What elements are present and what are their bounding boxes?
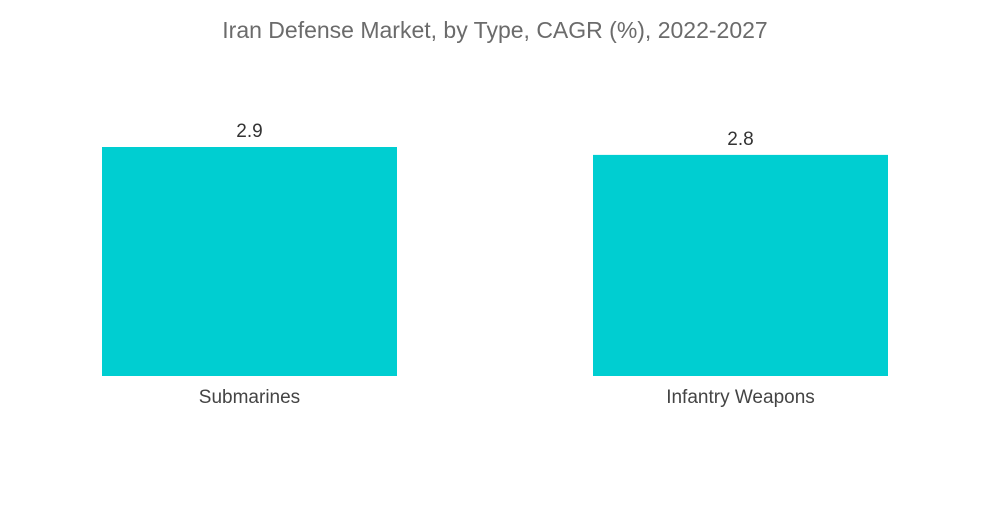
bar-infantry-weapons: [593, 154, 888, 376]
data-label-submarines: 2.9: [236, 121, 262, 142]
data-label-infantry-weapons: 2.8: [727, 129, 753, 150]
x-tick-label-submarines: Submarines: [199, 387, 300, 408]
x-axis-ticks-group: Submarines Infantry Weapons: [199, 387, 815, 408]
data-labels-group: 2.9 2.8: [236, 121, 753, 150]
bars-group: [102, 147, 888, 376]
bar-submarines: [102, 147, 397, 376]
x-tick-label-infantry-weapons: Infantry Weapons: [666, 387, 815, 408]
chart-title: Iran Defense Market, by Type, CAGR (%), …: [222, 17, 767, 43]
